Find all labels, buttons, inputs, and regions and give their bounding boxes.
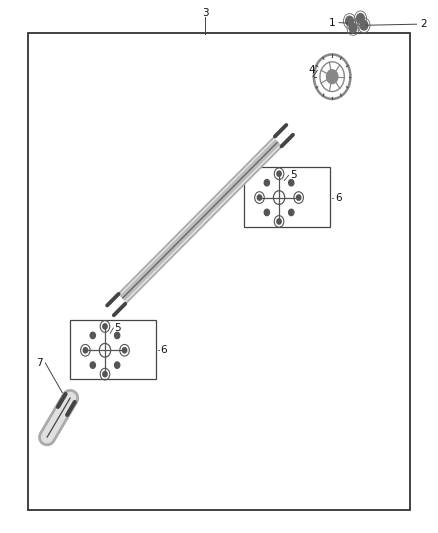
Text: 5: 5 bbox=[290, 171, 297, 180]
Circle shape bbox=[297, 195, 301, 200]
Circle shape bbox=[349, 23, 357, 33]
Text: 6: 6 bbox=[161, 345, 167, 356]
Bar bbox=[28, 33, 410, 511]
Text: 4: 4 bbox=[308, 66, 315, 75]
Circle shape bbox=[326, 70, 338, 84]
Text: 3: 3 bbox=[202, 8, 208, 18]
Circle shape bbox=[115, 362, 120, 368]
Bar bbox=[70, 319, 156, 379]
Circle shape bbox=[264, 180, 269, 186]
Circle shape bbox=[289, 209, 294, 216]
Circle shape bbox=[115, 332, 120, 338]
Circle shape bbox=[346, 16, 353, 26]
Circle shape bbox=[277, 219, 281, 224]
Circle shape bbox=[83, 348, 88, 353]
Circle shape bbox=[357, 13, 364, 23]
Circle shape bbox=[289, 180, 294, 186]
Circle shape bbox=[360, 20, 368, 30]
Circle shape bbox=[90, 332, 95, 338]
Text: 5: 5 bbox=[115, 323, 121, 333]
Circle shape bbox=[103, 324, 107, 329]
Text: 1: 1 bbox=[329, 18, 336, 28]
Circle shape bbox=[264, 209, 269, 216]
Circle shape bbox=[122, 348, 127, 353]
Text: 2: 2 bbox=[420, 19, 427, 29]
Text: 6: 6 bbox=[335, 192, 341, 203]
Bar bbox=[244, 167, 330, 227]
Text: 7: 7 bbox=[36, 358, 43, 368]
Circle shape bbox=[277, 171, 281, 176]
Circle shape bbox=[90, 362, 95, 368]
Circle shape bbox=[103, 372, 107, 377]
Circle shape bbox=[257, 195, 261, 200]
